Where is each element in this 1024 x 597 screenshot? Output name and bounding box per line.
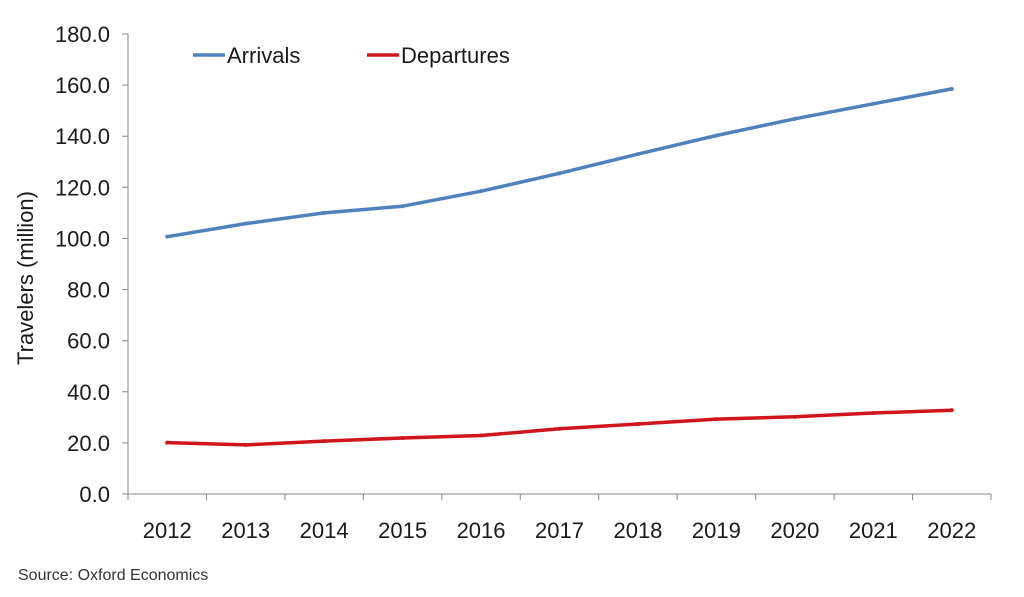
- departures-point: [635, 421, 640, 426]
- arrivals-point: [557, 171, 562, 176]
- arrivals-point: [165, 234, 170, 239]
- departures-point: [479, 433, 484, 438]
- y-tick-label: 60.0: [67, 329, 110, 354]
- x-tick-label: 2018: [613, 518, 662, 543]
- arrivals-line: [165, 87, 954, 239]
- y-tick-label: 180.0: [55, 22, 110, 47]
- x-tick-label: 2017: [535, 518, 584, 543]
- series-lines: [165, 86, 954, 447]
- departures-point: [165, 440, 170, 445]
- x-tick-label: 2012: [143, 518, 192, 543]
- axes: [127, 34, 991, 495]
- y-tick-label: 140.0: [55, 124, 110, 149]
- arrivals-point: [400, 204, 405, 209]
- source-note: Source: Oxford Economics: [18, 567, 208, 584]
- departures-point: [400, 436, 405, 441]
- departures-point: [714, 417, 719, 422]
- x-tick-label: 2021: [849, 518, 898, 543]
- arrivals-point: [635, 152, 640, 157]
- x-tick-label: 2015: [378, 518, 427, 543]
- departures-point: [949, 408, 954, 413]
- arrivals-point: [792, 116, 797, 121]
- y-tick-label: 0.0: [79, 482, 110, 507]
- y-tick-label: 160.0: [55, 73, 110, 98]
- legend: Arrivals Departures: [193, 43, 510, 68]
- departures-point: [792, 414, 797, 419]
- arrivals-point: [871, 101, 876, 106]
- x-tick-label: 2020: [770, 518, 819, 543]
- x-tick-label: 2014: [300, 518, 349, 543]
- y-axis-ticks: 0.0 20.0 40.0 60.0 80.0 100.0 120.0 140.0 160.0 1…: [55, 22, 128, 507]
- x-axis-ticks: 2012 2013 2014 2015 2016 2017 2018 2019 2020 2021…: [127, 494, 992, 543]
- legend-label-departures: Departures: [401, 43, 510, 68]
- legend-label-arrivals: Arrivals: [227, 43, 300, 68]
- departures-point: [243, 442, 248, 447]
- y-tick-label: 120.0: [55, 175, 110, 200]
- arrivals-point: [949, 86, 954, 91]
- arrivals-point: [714, 133, 719, 138]
- departures-point: [871, 410, 876, 415]
- y-tick-label: 100.0: [55, 226, 110, 251]
- arrivals-point: [243, 221, 248, 226]
- y-tick-label: 40.0: [67, 380, 110, 405]
- x-tick-label: 2016: [457, 518, 506, 543]
- y-axis-label: Travelers (million): [13, 191, 38, 365]
- arrivals-point: [322, 210, 327, 215]
- arrivals-point: [479, 189, 484, 194]
- y-tick-label: 20.0: [67, 431, 110, 456]
- x-tick-label: 2019: [692, 518, 741, 543]
- x-tick-label: 2022: [927, 518, 976, 543]
- departures-point: [557, 426, 562, 431]
- x-tick-label: 2013: [221, 518, 270, 543]
- departures-point: [322, 439, 327, 444]
- y-tick-label: 80.0: [67, 278, 110, 303]
